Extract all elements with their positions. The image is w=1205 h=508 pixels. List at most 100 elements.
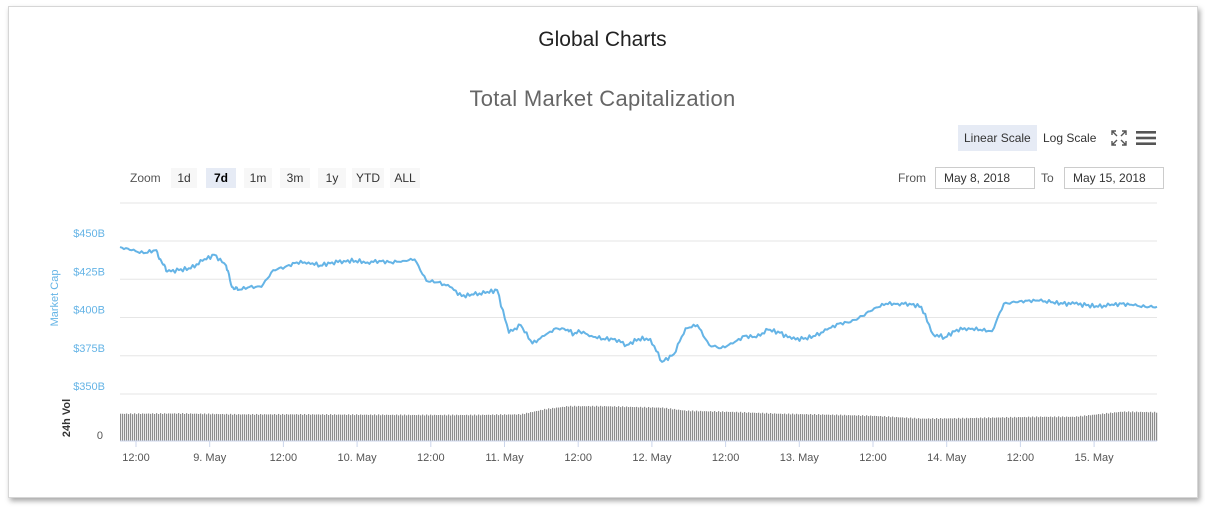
volume-bar bbox=[860, 415, 862, 441]
volume-bar bbox=[256, 413, 258, 441]
volume-bar bbox=[496, 414, 498, 441]
zoom-7d-button[interactable]: 7d bbox=[206, 168, 236, 188]
volume-bar bbox=[226, 413, 228, 441]
volume-bar bbox=[282, 413, 284, 441]
volume-bar bbox=[556, 407, 558, 441]
volume-bar bbox=[528, 413, 530, 441]
volume-bar bbox=[566, 406, 568, 441]
volume-bar bbox=[546, 409, 548, 441]
volume-bar bbox=[306, 414, 308, 441]
volume-bar bbox=[898, 417, 900, 441]
volume-bar bbox=[494, 415, 496, 441]
volume-bar bbox=[1120, 411, 1122, 441]
volume-bar bbox=[906, 417, 908, 441]
volume-bar bbox=[1110, 412, 1112, 441]
volume-bar bbox=[590, 406, 592, 441]
zoom-1d-button[interactable]: 1d bbox=[171, 168, 197, 188]
volume-bar bbox=[1010, 416, 1012, 441]
volume-bar bbox=[650, 407, 652, 441]
volume-bar bbox=[188, 413, 190, 441]
volume-bar bbox=[654, 407, 656, 441]
volume-bar bbox=[582, 406, 584, 441]
x-tick-label: 12:00 bbox=[859, 452, 887, 464]
x-tick-label: 15. May bbox=[1075, 452, 1115, 464]
volume-bar bbox=[1070, 416, 1072, 441]
volume-bar bbox=[130, 413, 132, 441]
volume-bar bbox=[1144, 412, 1146, 441]
volume-bar bbox=[738, 412, 740, 441]
volume-bar bbox=[816, 414, 818, 441]
volume-bar bbox=[414, 414, 416, 441]
zoom-1y-button[interactable]: 1y bbox=[318, 168, 346, 188]
volume-bar bbox=[490, 414, 492, 441]
volume-bar bbox=[424, 415, 426, 441]
volume-bar bbox=[162, 413, 164, 441]
volume-bar bbox=[758, 412, 760, 441]
volume-bar bbox=[798, 414, 800, 441]
volume-bar bbox=[508, 414, 510, 441]
volume-bar bbox=[912, 418, 914, 441]
y-axis-label: Market Cap bbox=[49, 270, 61, 327]
volume-bar bbox=[318, 414, 320, 441]
zoom-3m-button[interactable]: 3m bbox=[280, 168, 310, 188]
volume-bar bbox=[1030, 417, 1032, 441]
volume-bar bbox=[182, 413, 184, 441]
volume-bar bbox=[886, 417, 888, 441]
from-label: From bbox=[898, 171, 926, 185]
x-tick-label: 9. May bbox=[193, 452, 227, 464]
volume-bar bbox=[208, 413, 210, 441]
volume-bar bbox=[1042, 417, 1044, 441]
volume-bar bbox=[964, 418, 966, 441]
zoom-all-button[interactable]: ALL bbox=[390, 168, 420, 188]
volume-bar bbox=[144, 413, 146, 441]
volume-bar bbox=[940, 418, 942, 441]
volume-bar bbox=[674, 408, 676, 441]
from-date-input[interactable] bbox=[935, 167, 1035, 189]
zoom-ytd-button[interactable]: YTD bbox=[352, 168, 384, 188]
volume-bar bbox=[286, 414, 288, 441]
volume-bar bbox=[474, 414, 476, 441]
to-date-input[interactable] bbox=[1064, 167, 1164, 189]
volume-bar bbox=[1038, 417, 1040, 441]
volume-bar bbox=[406, 415, 408, 441]
to-label: To bbox=[1041, 171, 1054, 185]
volume-bar bbox=[410, 415, 412, 441]
volume-bar bbox=[804, 414, 806, 441]
fullscreen-icon[interactable] bbox=[1110, 129, 1128, 147]
x-tick-label: 12:00 bbox=[1007, 452, 1035, 464]
volume-bar bbox=[656, 407, 658, 441]
zoom-1m-button[interactable]: 1m bbox=[244, 168, 272, 188]
volume-bar bbox=[1154, 411, 1156, 441]
volume-bar bbox=[574, 405, 576, 441]
volume-bar bbox=[716, 411, 718, 441]
linear-scale-button[interactable]: Linear Scale bbox=[958, 125, 1037, 151]
volume-bar bbox=[418, 414, 420, 441]
volume-bar bbox=[932, 418, 934, 441]
volume-bar bbox=[1136, 411, 1138, 441]
volume-bar bbox=[1082, 416, 1084, 441]
volume-bar bbox=[314, 414, 316, 441]
volume-bar bbox=[498, 415, 500, 441]
volume-bar bbox=[690, 411, 692, 441]
volume-bar bbox=[190, 413, 192, 441]
volume-bar bbox=[254, 414, 256, 441]
volume-bar bbox=[820, 414, 822, 441]
volume-bar bbox=[520, 414, 522, 441]
volume-bar bbox=[1146, 411, 1148, 441]
axis-labels: $450B $425B $400B $375B $350B Market Cap 24h V… bbox=[49, 228, 1157, 464]
volume-bars bbox=[120, 405, 1158, 441]
volume-bar bbox=[558, 407, 560, 441]
volume-bar bbox=[324, 414, 326, 441]
menu-icon[interactable] bbox=[1136, 130, 1156, 146]
volume-bar bbox=[714, 411, 716, 441]
volume-bar bbox=[800, 414, 802, 441]
volume-bar bbox=[930, 418, 932, 441]
volume-bar bbox=[1122, 411, 1124, 441]
volume-bar bbox=[284, 414, 286, 441]
log-scale-button[interactable]: Log Scale bbox=[1043, 131, 1097, 145]
volume-bar bbox=[428, 415, 430, 441]
volume-bar bbox=[928, 418, 930, 441]
volume-bar bbox=[1084, 415, 1086, 441]
volume-bar bbox=[1022, 417, 1024, 441]
volume-bar bbox=[630, 406, 632, 441]
